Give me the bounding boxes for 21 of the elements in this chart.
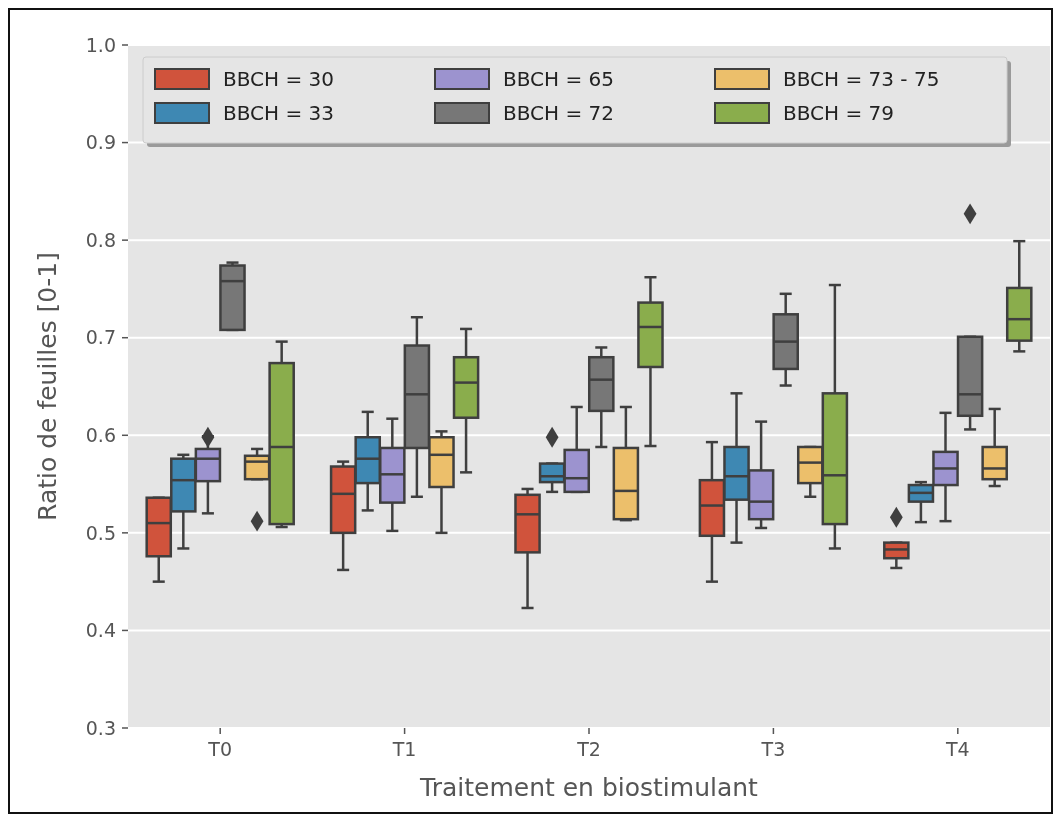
legend-label: BBCH = 33 xyxy=(223,101,335,125)
y-tick-label: 0.3 xyxy=(85,716,116,739)
legend-label: BBCH = 65 xyxy=(503,67,615,91)
x-tick-label: T3 xyxy=(760,738,786,760)
x-tick-label: T0 xyxy=(207,738,233,760)
y-axis-title: Ratio de feuilles [0-1] xyxy=(33,252,62,521)
x-axis-title: Traitement en biostimulant xyxy=(419,773,759,802)
x-tick-label: T1 xyxy=(391,738,417,760)
legend-label: BBCH = 79 xyxy=(783,101,895,125)
y-tick-label: 1.0 xyxy=(85,33,116,56)
legend-label: BBCH = 30 xyxy=(223,67,335,91)
y-tick-label: 0.8 xyxy=(85,228,116,251)
legend-label: BBCH = 72 xyxy=(503,101,615,125)
y-tick-label: 0.6 xyxy=(85,423,116,446)
x-tick-label: T4 xyxy=(944,738,970,760)
y-tick-label: 0.4 xyxy=(85,619,116,642)
y-tick-label: 0.9 xyxy=(85,131,116,154)
legend-label: BBCH = 73 - 75 xyxy=(783,67,940,91)
y-tick-label: 0.5 xyxy=(85,521,116,544)
y-tick-label: 0.7 xyxy=(85,326,116,349)
x-tick-label: T2 xyxy=(576,738,601,760)
